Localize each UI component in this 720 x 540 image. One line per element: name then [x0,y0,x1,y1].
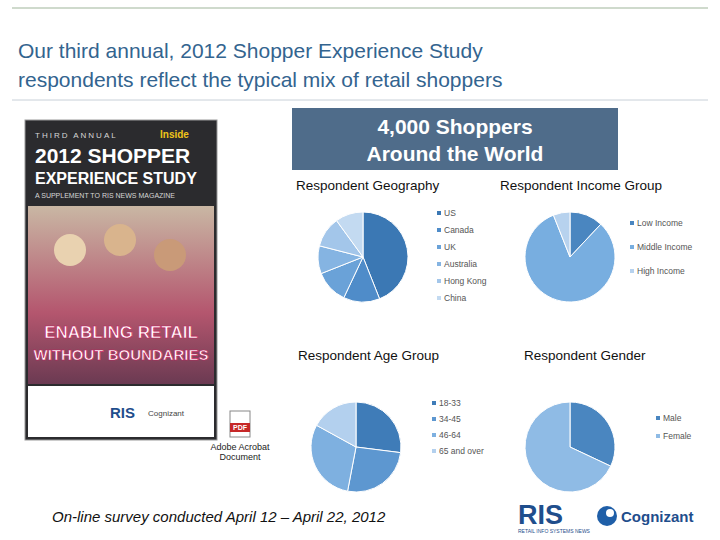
chart-title: Respondent Geography [296,178,440,193]
cognizant-logo: Cognizant [621,508,694,525]
cover-logo: Cognizant [148,409,185,418]
pie [318,212,408,302]
pie [525,402,615,492]
legend-label: Australia [444,259,477,269]
legend-swatch [432,449,436,453]
banner-box [292,108,618,170]
legend: Male Female [656,413,692,441]
legend-label: Female [663,431,692,441]
magazine-cover: THIRD ANNUAL Inside 2012 SHOPPER EXPERIENCE… [25,120,217,440]
legend-label: Canada [444,225,474,235]
cover-background [25,120,217,440]
cover-title: EXPERIENCE STUDY [35,170,197,187]
chart-panel: Respondent Geography US Canada UK Australia H… [296,178,487,303]
title-rule [12,100,708,101]
slide: Our third annual, 2012 Shopper Experienc… [0,0,720,540]
cover-figure [54,234,86,266]
pie-slice [525,402,611,492]
chart-panel: Respondent Gender Male Female [524,348,692,492]
legend-label: 18-33 [439,398,461,408]
legend-swatch [437,228,441,232]
legend-swatch [437,245,441,249]
pie-slice [337,212,363,257]
slide-title: Our third annual, 2012 Shopper Experienc… [18,39,483,62]
chart-title: Respondent Income Group [500,178,662,193]
legend-swatch [656,434,660,438]
pie-slice [317,402,356,447]
cover-title: 2012 SHOPPER [35,144,190,167]
banner-text: 4,000 Shoppers [377,115,532,138]
cover-headline: WITHOUT BOUNDARIES [34,346,209,363]
legend-label: US [444,208,456,218]
cover-photo [28,206,214,384]
legend-label: Hong Kong [444,276,487,286]
banner-text: Around the World [367,142,544,165]
legend-label: Male [663,413,682,423]
legend-swatch [437,296,441,300]
chart-title: Respondent Age Group [298,348,439,363]
legend: 18-33 34-45 46-64 65 and over [432,398,484,456]
cognizant-mark [597,506,617,526]
pie [311,402,401,492]
ris-logo-subtitle: RETAIL INFO SYSTEMS NEWS [518,528,591,534]
chart-panel: Respondent Age Group 18-33 34-45 46-64 65 an… [298,348,484,492]
legend-swatch [630,269,634,273]
cover-logo: RIS [110,404,135,421]
legend-swatch [432,417,436,421]
ris-logo: RIS [518,500,563,530]
footnote: On-line survey conducted April 12 – Apri… [52,508,386,525]
legend-swatch [630,221,634,225]
legend-label: China [444,293,466,303]
legend-swatch [437,262,441,266]
cover-inside: Inside [160,129,189,140]
legend-label: UK [444,242,456,252]
legend-label: 65 and over [439,446,484,456]
legend: Low Income Middle Income High Income [630,218,693,276]
legend-swatch [432,433,436,437]
legend-swatch [656,416,660,420]
pie-slice [348,447,401,492]
legend-swatch [437,279,441,283]
cover-figure [104,224,136,256]
legend-label: 46-64 [439,430,461,440]
cover-subtitle: A SUPPLEMENT TO RIS NEWS MAGAZINE [35,192,175,199]
attachment-label: Adobe Acrobat [210,442,270,452]
legend-swatch [630,245,634,249]
legend-swatch [432,401,436,405]
pie-slice [553,212,570,257]
chart-panel: Respondent Income Group Low Income Middle … [500,178,693,302]
attachment-label: Document [219,452,261,462]
legend-label: Middle Income [637,242,693,252]
legend: US Canada UK Australia Hong Kong China [437,208,487,303]
legend-swatch [437,211,441,215]
cover-footer [28,386,214,437]
pdf-icon-band [230,423,250,432]
legend-label: Low Income [637,218,683,228]
cognizant-mark-inner [606,509,614,517]
pdf-icon-text: PDF [233,424,248,431]
chart-title: Respondent Gender [524,348,646,363]
cover-kicker: THIRD ANNUAL [35,131,118,140]
pie [525,212,615,302]
pie-slice [356,402,401,453]
pdf-icon [230,411,250,437]
cover-figure [154,239,186,271]
top-rule [12,8,708,9]
legend-label: High Income [637,266,685,276]
cover-headline: ENABLING RETAIL [44,323,198,342]
legend-label: 34-45 [439,414,461,424]
slide-title: respondents reflect the typical mix of r… [18,68,502,91]
